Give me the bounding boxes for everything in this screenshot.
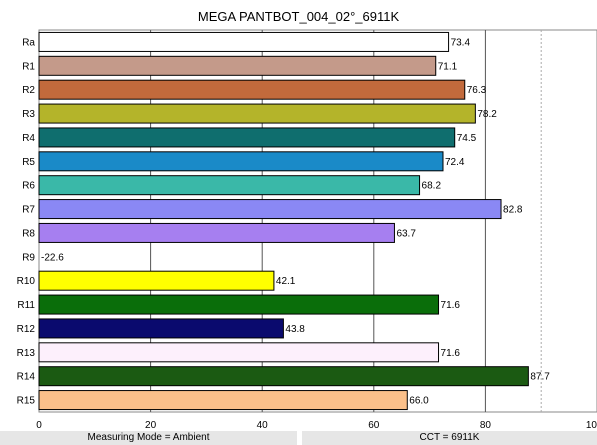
x-tick-label: 20 xyxy=(145,420,157,431)
bar xyxy=(38,79,466,100)
bar xyxy=(38,127,456,148)
bar xyxy=(38,175,421,196)
chart-title: MEGA PANTBOT_004_02°_6911K xyxy=(197,9,400,24)
value-label: 71.6 xyxy=(441,348,461,359)
category-label: R10 xyxy=(17,276,36,287)
category-label: R11 xyxy=(17,300,35,311)
category-label: R13 xyxy=(17,348,36,359)
category-label: R14 xyxy=(17,372,36,383)
bar xyxy=(38,199,502,220)
bar xyxy=(38,390,408,411)
bar xyxy=(38,342,440,363)
value-label: 71.6 xyxy=(441,300,461,311)
x-tick-label: 40 xyxy=(257,420,269,431)
measuring-mode-label: Measuring Mode = Ambient xyxy=(87,432,210,443)
x-tick-label: 60 xyxy=(368,420,380,431)
value-label: 63.7 xyxy=(396,228,416,239)
value-label: -22.6 xyxy=(41,252,64,263)
category-label: R8 xyxy=(22,228,35,239)
x-tick-label: 80 xyxy=(480,420,492,431)
category-label: R3 xyxy=(22,109,35,120)
status-bar-right: CCT = 6911K xyxy=(302,431,597,445)
value-label: 76.3 xyxy=(467,85,487,96)
category-label: R6 xyxy=(22,181,35,192)
bar xyxy=(38,366,529,387)
bar xyxy=(38,151,444,172)
x-tick-label: 10 xyxy=(586,420,597,431)
status-bar-left: Measuring Mode = Ambient xyxy=(0,431,297,445)
value-label: 87.7 xyxy=(530,372,550,383)
category-label: R12 xyxy=(17,324,36,335)
value-label: 82.8 xyxy=(503,205,523,216)
plot-area xyxy=(38,29,597,413)
category-label: R1 xyxy=(22,61,35,72)
category-label: R2 xyxy=(22,85,35,96)
bar xyxy=(38,31,450,52)
value-label: 68.2 xyxy=(422,181,442,192)
category-label: R7 xyxy=(22,205,35,216)
bar xyxy=(38,103,476,124)
value-label: 72.4 xyxy=(445,157,465,168)
value-label: 43.8 xyxy=(285,324,305,335)
value-label: 42.1 xyxy=(276,276,296,287)
bars-layer xyxy=(38,31,529,411)
bar xyxy=(38,222,395,243)
x-tick-label: 0 xyxy=(36,420,42,431)
value-label: 74.5 xyxy=(457,133,477,144)
bar xyxy=(38,270,275,291)
bar xyxy=(38,318,284,339)
value-label: 71.1 xyxy=(438,61,458,72)
category-label: R9 xyxy=(22,252,35,263)
category-label: R4 xyxy=(22,133,35,144)
bar xyxy=(38,294,440,315)
value-label: 73.4 xyxy=(451,37,471,48)
cct-label: CCT = 6911K xyxy=(419,432,480,443)
category-label: R15 xyxy=(17,396,36,407)
category-label: R5 xyxy=(22,157,35,168)
value-label: 78.2 xyxy=(477,109,497,120)
value-label: 66.0 xyxy=(409,396,429,407)
labels-layer: 0 20 40 60 80 10 Ra 73.4 R1 71.1 R2 76.3 R3 78.2 R4 74.… xyxy=(17,37,597,431)
category-label: Ra xyxy=(22,37,35,48)
bar xyxy=(38,55,437,76)
